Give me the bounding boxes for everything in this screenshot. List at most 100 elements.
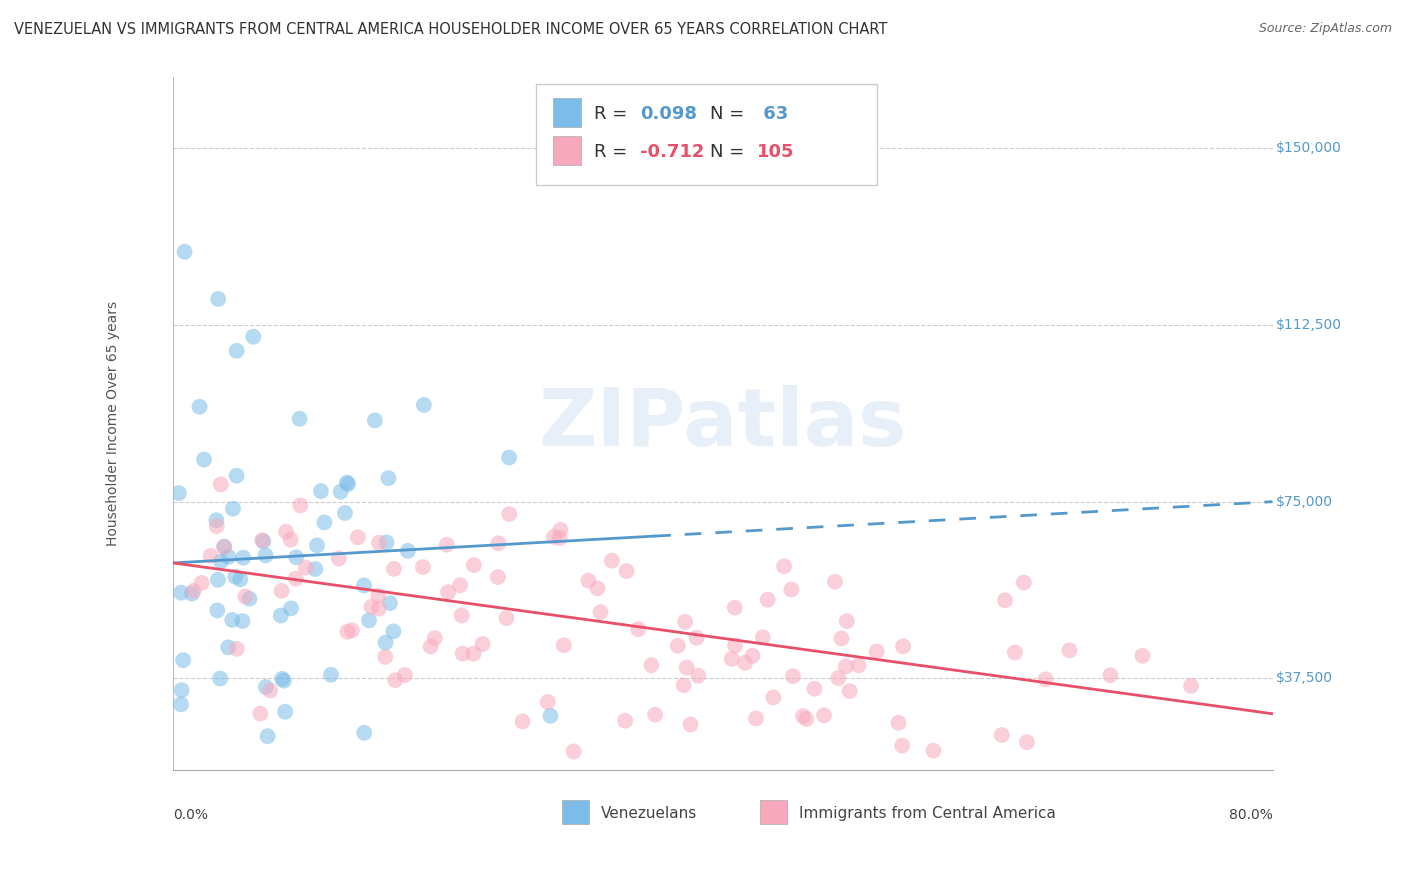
Point xyxy=(357,613,380,627)
Point xyxy=(221,788,243,802)
Point xyxy=(360,599,382,614)
Point xyxy=(231,614,253,628)
Point xyxy=(347,530,370,544)
Point xyxy=(752,630,775,644)
Point xyxy=(252,534,274,549)
Point xyxy=(367,589,389,603)
Text: R =: R = xyxy=(595,143,633,161)
Point xyxy=(340,624,363,638)
Point xyxy=(172,653,194,667)
Point xyxy=(382,624,405,639)
Point xyxy=(627,622,650,636)
Point xyxy=(450,608,472,623)
Point xyxy=(576,574,599,588)
Text: $37,500: $37,500 xyxy=(1275,672,1333,685)
Point xyxy=(553,638,575,652)
Point xyxy=(486,570,509,584)
Point xyxy=(170,683,193,698)
Point xyxy=(207,603,229,617)
Point xyxy=(824,574,846,589)
Point xyxy=(238,591,260,606)
Point xyxy=(550,523,572,537)
Text: VENEZUELAN VS IMMIGRANTS FROM CENTRAL AMERICA HOUSEHOLDER INCOME OVER 65 YEARS C: VENEZUELAN VS IMMIGRANTS FROM CENTRAL AM… xyxy=(14,22,887,37)
Point xyxy=(271,672,294,686)
Point xyxy=(232,550,254,565)
Point xyxy=(256,729,278,743)
Point xyxy=(1035,673,1057,687)
Point xyxy=(193,452,215,467)
Point xyxy=(170,585,193,599)
Point xyxy=(181,587,204,601)
Point xyxy=(1015,735,1038,749)
Point xyxy=(891,640,914,654)
Point xyxy=(780,582,803,597)
Point xyxy=(803,681,825,696)
Point xyxy=(548,531,571,545)
Text: 105: 105 xyxy=(756,143,794,161)
Point xyxy=(295,560,318,574)
Point xyxy=(848,658,870,673)
Point xyxy=(675,660,697,674)
Point xyxy=(378,596,401,610)
Point xyxy=(891,739,914,753)
Text: $75,000: $75,000 xyxy=(1275,495,1333,508)
Point xyxy=(336,624,359,639)
Point xyxy=(1012,575,1035,590)
Point xyxy=(173,244,195,259)
Point xyxy=(333,506,356,520)
Point xyxy=(543,530,565,544)
Point xyxy=(887,715,910,730)
Point xyxy=(794,712,817,726)
Text: 63: 63 xyxy=(756,105,789,123)
Point xyxy=(463,647,485,661)
Text: N =: N = xyxy=(710,105,749,123)
Point xyxy=(280,601,302,615)
Text: $150,000: $150,000 xyxy=(1275,141,1341,155)
Point xyxy=(309,484,332,499)
Point xyxy=(207,292,229,306)
Point xyxy=(167,486,190,500)
FancyBboxPatch shape xyxy=(553,136,581,165)
Point xyxy=(242,330,264,344)
Point xyxy=(290,499,312,513)
Point xyxy=(762,690,785,705)
Point xyxy=(225,641,247,656)
Point xyxy=(249,706,271,721)
Point xyxy=(190,576,212,591)
Point xyxy=(412,398,434,412)
Point xyxy=(183,583,205,598)
Point xyxy=(994,593,1017,607)
Point xyxy=(353,578,375,592)
Point xyxy=(250,533,273,548)
Point xyxy=(374,635,396,649)
Point xyxy=(463,558,485,572)
Point xyxy=(813,708,835,723)
Point xyxy=(616,564,638,578)
Point xyxy=(273,673,295,688)
Point xyxy=(721,652,744,666)
Point xyxy=(640,658,662,673)
Point xyxy=(209,554,232,568)
Point xyxy=(471,637,494,651)
Point xyxy=(382,562,405,576)
Point xyxy=(437,585,460,599)
Point xyxy=(170,698,193,712)
Point xyxy=(990,728,1012,742)
Point xyxy=(498,450,520,465)
Point xyxy=(217,549,239,564)
Point xyxy=(209,672,232,686)
Point xyxy=(537,695,560,709)
Text: 0.0%: 0.0% xyxy=(173,808,208,822)
Point xyxy=(336,475,359,490)
Point xyxy=(319,667,342,681)
Point xyxy=(200,549,222,563)
Point xyxy=(367,601,389,615)
Point xyxy=(412,560,434,574)
Point xyxy=(495,611,517,625)
Point xyxy=(314,516,336,530)
Point xyxy=(254,549,277,563)
Point xyxy=(1180,679,1202,693)
Point xyxy=(305,538,328,552)
Text: -0.712: -0.712 xyxy=(641,143,704,161)
Point xyxy=(1099,668,1122,682)
